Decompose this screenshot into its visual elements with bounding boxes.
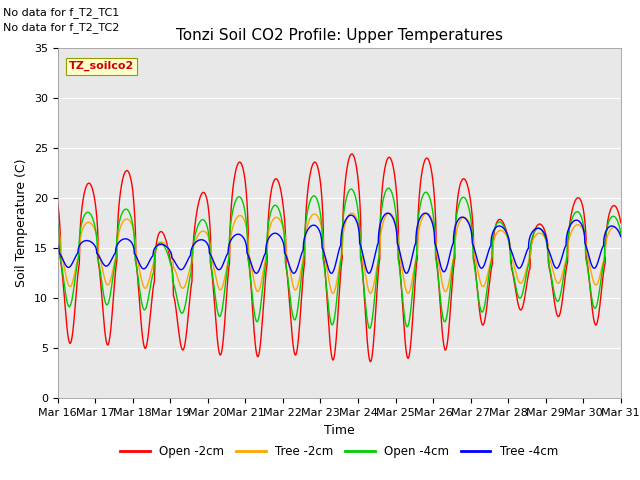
Tree -4cm	[421, 210, 429, 216]
Tree -4cm	[253, 270, 260, 276]
Open -2cm	[617, 220, 625, 226]
Tree -2cm	[368, 289, 376, 295]
Open -4cm	[211, 289, 218, 295]
Open -2cm	[583, 259, 591, 265]
Tree -2cm	[583, 252, 591, 258]
Tree -4cm	[356, 240, 364, 246]
Open -2cm	[369, 352, 376, 358]
Text: TZ_soilco2: TZ_soilco2	[69, 61, 134, 72]
Open -2cm	[356, 196, 364, 202]
Open -4cm	[54, 221, 61, 227]
Open -4cm	[504, 233, 511, 239]
Tree -2cm	[356, 227, 364, 232]
Open -2cm	[367, 359, 374, 364]
Line: Tree -2cm: Tree -2cm	[58, 213, 621, 293]
Text: No data for f_T2_TC1: No data for f_T2_TC1	[3, 7, 120, 18]
Tree -4cm	[368, 265, 376, 271]
Open -2cm	[348, 151, 356, 157]
Tree -2cm	[617, 233, 625, 239]
Tree -4cm	[211, 261, 218, 267]
Text: No data for f_T2_TC2: No data for f_T2_TC2	[3, 22, 120, 33]
Tree -2cm	[568, 228, 575, 234]
X-axis label: Time: Time	[324, 424, 355, 437]
Tree -4cm	[504, 231, 511, 237]
Open -4cm	[365, 325, 373, 331]
Open -2cm	[54, 200, 61, 205]
Legend: Open -2cm, Tree -2cm, Open -4cm, Tree -4cm: Open -2cm, Tree -2cm, Open -4cm, Tree -4…	[116, 440, 563, 463]
Tree -2cm	[211, 269, 218, 275]
Open -2cm	[504, 231, 511, 237]
Y-axis label: Soil Temperature (C): Soil Temperature (C)	[15, 159, 28, 288]
Tree -4cm	[617, 234, 625, 240]
Open -2cm	[568, 210, 575, 216]
Line: Open -4cm: Open -4cm	[58, 188, 621, 328]
Open -4cm	[583, 262, 591, 268]
Line: Tree -4cm: Tree -4cm	[58, 213, 621, 273]
Open -4cm	[368, 318, 376, 324]
Tree -4cm	[583, 247, 591, 252]
Title: Tonzi Soil CO2 Profile: Upper Temperatures: Tonzi Soil CO2 Profile: Upper Temperatur…	[176, 28, 502, 43]
Open -4cm	[356, 223, 364, 228]
Tree -2cm	[504, 234, 511, 240]
Open -4cm	[617, 230, 625, 236]
Open -4cm	[568, 217, 575, 223]
Tree -4cm	[54, 241, 61, 247]
Line: Open -2cm: Open -2cm	[58, 154, 621, 361]
Tree -4cm	[568, 220, 575, 226]
Open -4cm	[385, 185, 392, 191]
Open -2cm	[211, 303, 218, 309]
Tree -2cm	[54, 224, 61, 229]
Tree -2cm	[404, 290, 412, 296]
Tree -2cm	[423, 210, 431, 216]
